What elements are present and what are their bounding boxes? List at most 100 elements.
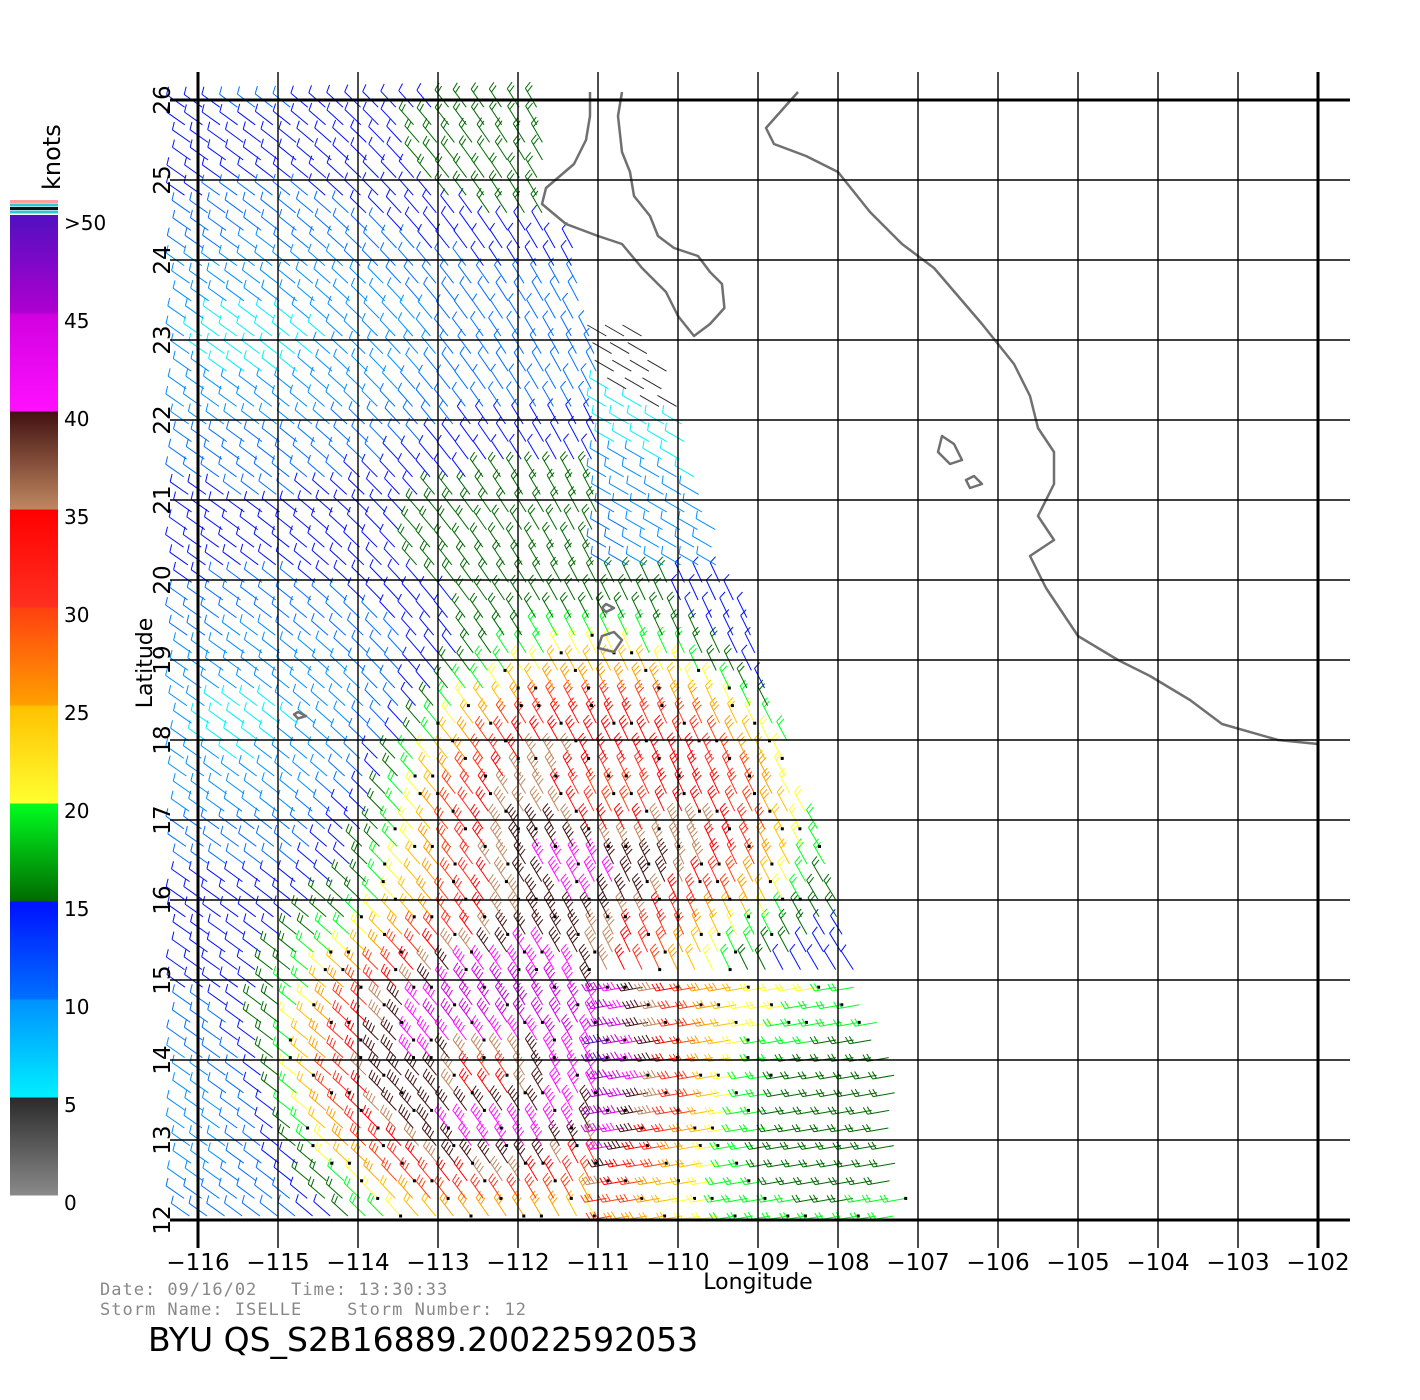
wind-barb xyxy=(471,898,486,918)
wind-barb-feather xyxy=(549,901,556,909)
wind-barb xyxy=(218,1185,238,1199)
wind-barb xyxy=(331,1200,349,1217)
wind-barb-feather xyxy=(684,591,691,599)
wind-barb xyxy=(350,1147,368,1164)
rain-flag xyxy=(576,932,580,936)
wind-barb-feather xyxy=(682,1088,688,1096)
wind-barb-feather xyxy=(700,1000,706,1008)
wind-barb xyxy=(255,1167,274,1182)
wind-barb-feather xyxy=(667,943,674,951)
wind-barb-feather xyxy=(549,1067,556,1074)
wind-barb-feather xyxy=(399,1156,404,1165)
wind-barb-feather xyxy=(472,666,478,674)
rain-flag xyxy=(306,1126,310,1130)
wind-barb xyxy=(723,579,734,601)
wind-barb-feather xyxy=(565,785,572,793)
wind-barb-feather xyxy=(482,936,489,944)
wind-barb-feather xyxy=(553,1144,560,1152)
wind-barb xyxy=(368,988,385,1006)
wind-barb-feather xyxy=(863,1177,869,1185)
wind-barb xyxy=(495,915,509,935)
wind-barb xyxy=(220,833,239,847)
rain-flag xyxy=(734,950,738,954)
rain-flag xyxy=(623,915,627,919)
wind-barb-feather xyxy=(599,809,606,817)
wind-barb xyxy=(329,549,347,566)
wind-barb-feather xyxy=(477,954,483,962)
wind-barb-feather xyxy=(653,573,660,581)
wind-barb-feather xyxy=(475,968,482,976)
wind-barb-feather xyxy=(185,825,188,834)
wind-barb-feather xyxy=(406,931,412,939)
wind-barb xyxy=(273,1096,292,1111)
wind-barb xyxy=(258,726,278,742)
wind-barb-feather xyxy=(346,1108,351,1116)
wind-barb-feather xyxy=(507,891,514,899)
wind-barb-feather xyxy=(496,1123,502,1131)
wind-barb-feather xyxy=(562,806,569,814)
wind-barb-feather xyxy=(404,969,409,977)
wind-barb xyxy=(206,1132,226,1147)
wind-barb-feather xyxy=(445,1074,451,1082)
rain-flag xyxy=(590,633,594,637)
wind-barb xyxy=(329,584,347,601)
wind-barb-feather xyxy=(640,911,647,919)
wind-barb-feather xyxy=(690,983,696,991)
wind-barb xyxy=(238,762,258,777)
wind-barb-feather xyxy=(590,1059,597,1067)
wind-barb-feather xyxy=(440,543,446,551)
rain-flag xyxy=(311,1144,315,1148)
wind-barb-feather xyxy=(313,1123,318,1132)
wind-barb-feather xyxy=(223,790,227,799)
wind-barb-feather xyxy=(531,767,538,775)
wind-barb-feather xyxy=(701,591,709,599)
wind-barb-feather xyxy=(352,1195,357,1204)
wind-barb-feather xyxy=(299,915,304,923)
wind-barb xyxy=(327,901,345,918)
wind-barb-feather xyxy=(367,858,372,867)
wind-barb-feather xyxy=(689,1124,696,1132)
rain-flag xyxy=(787,1020,791,1024)
rain-flag xyxy=(717,862,721,866)
wind-barb-feather xyxy=(475,683,481,692)
wind-barb-feather xyxy=(694,1035,700,1043)
wind-barb-feather xyxy=(546,644,553,652)
wind-barb-feather xyxy=(385,1121,391,1130)
wind-barb-feather xyxy=(585,831,592,838)
wind-barb-feather xyxy=(642,915,649,923)
legend-segment xyxy=(10,1097,58,1196)
wind-barb-feather xyxy=(519,848,526,856)
wind-barb-feather xyxy=(642,1176,648,1184)
wind-barb-feather xyxy=(621,1019,627,1027)
wind-barb-feather xyxy=(628,1140,635,1149)
wind-barb-feather xyxy=(365,1090,370,1098)
wind-barb-feather xyxy=(429,1007,435,1015)
rain-flag xyxy=(482,1038,486,1042)
legend-label: 15 xyxy=(64,897,89,921)
wind-barb-feather xyxy=(623,1052,629,1061)
wind-barb-feather xyxy=(645,1105,651,1113)
wind-barb-feather xyxy=(388,931,393,939)
wind-barb-feather xyxy=(586,1089,592,1097)
wind-barb-feather xyxy=(774,1107,780,1115)
wind-barb-feather xyxy=(423,558,429,566)
wind-barb-feather xyxy=(589,1144,596,1152)
wind-barb-feather xyxy=(534,933,541,941)
wind-barb-feather xyxy=(491,680,497,688)
wind-barb-feather xyxy=(297,771,301,780)
legend-label: 0 xyxy=(64,1191,77,1215)
wind-barb-feather xyxy=(526,665,532,673)
wind-barb-feather xyxy=(871,1071,877,1079)
wind-barb-feather xyxy=(477,768,484,776)
wind-barb-feather xyxy=(865,1124,872,1132)
rain-flag xyxy=(413,844,417,848)
wind-barb-feather xyxy=(371,1142,376,1151)
wind-barb-feather xyxy=(173,702,176,711)
wind-barb xyxy=(795,914,808,935)
wind-barb xyxy=(524,1179,537,1199)
wind-barb xyxy=(225,1061,244,1076)
wind-barb-feather xyxy=(554,936,561,944)
wind-barb xyxy=(369,636,386,654)
wind-barb-feather xyxy=(765,845,772,852)
wind-barb-feather xyxy=(382,752,387,761)
